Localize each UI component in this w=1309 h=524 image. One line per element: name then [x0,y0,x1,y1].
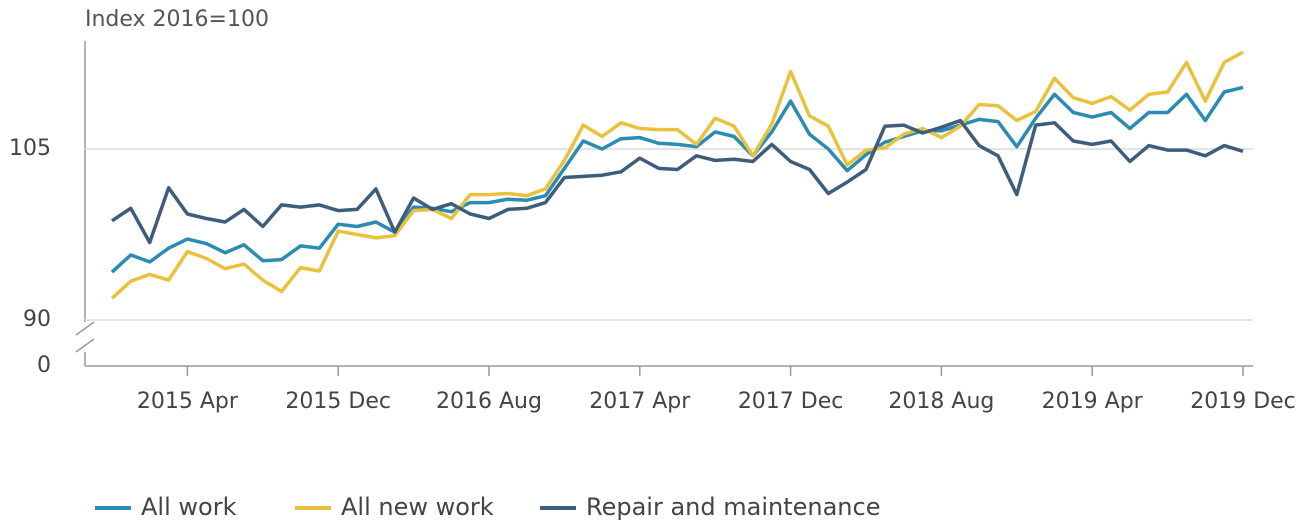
x-tick-label: 2019 Dec [1190,389,1296,414]
legend-label: All new work [341,493,494,521]
x-tick-label: 2018 Aug [888,389,994,414]
legend-label: All work [141,493,237,521]
line-series [111,118,1244,245]
line-series [110,50,1244,300]
x-tick-label: 2019 Apr [1042,389,1144,414]
y-tick-label: 0 [37,353,51,378]
y-tick-label: 105 [9,136,51,161]
legend-label: Repair and maintenance [586,493,880,521]
x-tick-label: 2017 Dec [738,389,844,414]
line-series [110,85,1244,274]
x-tick-label: 2015 Dec [285,389,391,414]
chart-title: Index 2016=100 [85,7,269,32]
x-tick-label: 2015 Apr [137,389,239,414]
x-tick-label: 2016 Aug [436,389,542,414]
x-tick-label: 2017 Apr [589,389,691,414]
y-tick-label: 90 [23,307,51,332]
axis-break [75,321,95,353]
